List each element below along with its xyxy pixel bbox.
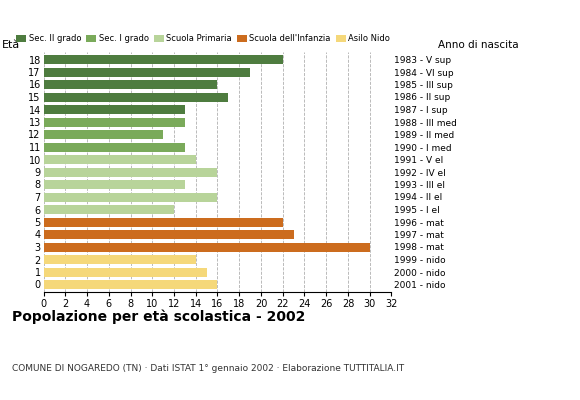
Bar <box>44 68 250 76</box>
Bar <box>44 142 185 152</box>
Text: Anno di nascita: Anno di nascita <box>438 40 519 50</box>
Bar <box>44 242 369 252</box>
Bar <box>44 168 218 176</box>
Bar <box>44 92 229 102</box>
Legend: Sec. II grado, Sec. I grado, Scuola Primaria, Scuola dell'Infanzia, Asilo Nido: Sec. II grado, Sec. I grado, Scuola Prim… <box>16 34 390 43</box>
Bar <box>44 55 282 64</box>
Bar <box>44 255 195 264</box>
Bar <box>44 155 195 164</box>
Bar <box>44 192 218 202</box>
Text: Età: Età <box>2 40 20 50</box>
Bar <box>44 218 282 226</box>
Bar <box>44 118 185 126</box>
Bar <box>44 280 218 289</box>
Text: Popolazione per età scolastica - 2002: Popolazione per età scolastica - 2002 <box>12 310 305 324</box>
Bar <box>44 205 174 214</box>
Bar <box>44 268 206 276</box>
Text: COMUNE DI NOGAREDO (TN) · Dati ISTAT 1° gennaio 2002 · Elaborazione TUTTITALIA.I: COMUNE DI NOGAREDO (TN) · Dati ISTAT 1° … <box>12 364 404 373</box>
Bar <box>44 230 293 239</box>
Bar <box>44 80 218 89</box>
Bar <box>44 180 185 189</box>
Bar <box>44 130 163 139</box>
Bar <box>44 105 185 114</box>
